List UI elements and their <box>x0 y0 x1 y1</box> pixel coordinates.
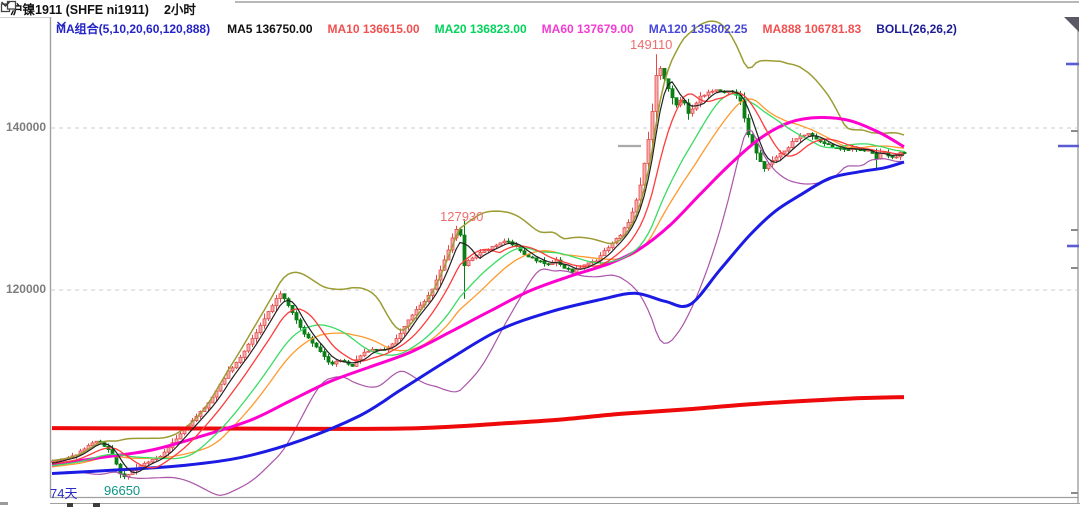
high-price-annotation: 149110 <box>630 37 673 52</box>
legend-ma5: MA5 136750.00 <box>227 21 313 36</box>
y-axis-label-140000: 140000 <box>5 120 46 134</box>
legend-ma60: MA60 137679.00 <box>541 21 634 36</box>
y-axis-label-120000: 120000 <box>5 282 46 296</box>
legend-ma20: MA20 136823.00 <box>434 21 527 36</box>
legend-boll[interactable]: BOLL(26,26,2) <box>876 21 957 36</box>
peak-price-annotation: 127930 <box>440 209 484 224</box>
legend-ma888: MA888 106781.83 <box>762 21 862 36</box>
legend-ma10: MA10 136615.00 <box>327 21 420 36</box>
indicator-legend: MA组合(5,10,20,60,120,888) MA5 136750.00 M… <box>56 20 957 37</box>
ma-group-label: MA组合(5,10,20,60,120,888) <box>56 22 211 36</box>
legend-ma120: MA120 135802.25 <box>648 21 748 36</box>
ma-group-selector[interactable]: MA组合(5,10,20,60,120,888) <box>56 20 212 37</box>
candles <box>51 54 907 480</box>
contract-title[interactable]: 沪镍1911 (SHFE ni1911) <box>10 3 149 17</box>
visible-range-days-label: 74天 <box>50 486 78 501</box>
chart-titlebar: 沪镍1911 (SHFE ni1911) 2小时 <box>0 0 235 17</box>
indicator-lines <box>51 20 905 497</box>
timeframe-selector[interactable]: 2小时 <box>163 3 196 17</box>
session-low-label: 96650 <box>104 483 141 498</box>
